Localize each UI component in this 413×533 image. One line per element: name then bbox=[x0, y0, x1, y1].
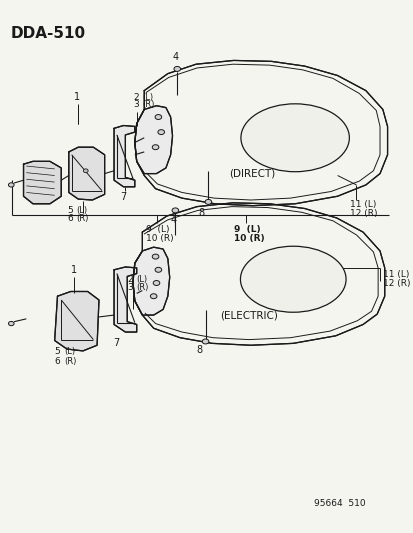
Text: 12 (R): 12 (R) bbox=[349, 209, 376, 219]
Ellipse shape bbox=[8, 183, 14, 187]
Text: 5: 5 bbox=[55, 347, 60, 356]
Ellipse shape bbox=[8, 321, 14, 326]
Text: 10 (R): 10 (R) bbox=[146, 234, 173, 243]
Polygon shape bbox=[24, 161, 61, 204]
Text: 95664  510: 95664 510 bbox=[313, 499, 365, 508]
Ellipse shape bbox=[155, 115, 161, 119]
Text: (R): (R) bbox=[142, 101, 154, 109]
Polygon shape bbox=[133, 247, 169, 315]
Ellipse shape bbox=[152, 254, 159, 259]
Polygon shape bbox=[69, 147, 104, 200]
Text: 8: 8 bbox=[198, 208, 204, 219]
Text: 4: 4 bbox=[172, 52, 178, 62]
Text: 11 (L): 11 (L) bbox=[382, 270, 408, 279]
Text: 2: 2 bbox=[127, 275, 133, 284]
Text: (R): (R) bbox=[136, 284, 149, 293]
Text: 7: 7 bbox=[113, 338, 119, 348]
Text: 1: 1 bbox=[74, 92, 79, 102]
Text: 6: 6 bbox=[67, 214, 73, 223]
Text: (R): (R) bbox=[64, 357, 76, 366]
Text: 12 (R): 12 (R) bbox=[382, 279, 409, 288]
Ellipse shape bbox=[157, 130, 164, 134]
Ellipse shape bbox=[150, 294, 157, 298]
Text: 9  (L): 9 (L) bbox=[233, 224, 260, 233]
Text: 9  (L): 9 (L) bbox=[146, 224, 169, 233]
Polygon shape bbox=[135, 60, 387, 206]
Text: 3: 3 bbox=[127, 284, 133, 293]
Ellipse shape bbox=[240, 246, 345, 312]
Text: 7: 7 bbox=[120, 192, 126, 203]
Text: (L): (L) bbox=[142, 93, 153, 102]
Text: 3: 3 bbox=[133, 101, 138, 109]
Ellipse shape bbox=[202, 339, 208, 344]
Polygon shape bbox=[55, 292, 99, 351]
Text: 10 (R): 10 (R) bbox=[233, 234, 264, 243]
Text: 11 (L): 11 (L) bbox=[349, 200, 375, 209]
Text: 5: 5 bbox=[67, 206, 73, 215]
Polygon shape bbox=[114, 267, 136, 332]
Polygon shape bbox=[135, 106, 172, 174]
Ellipse shape bbox=[152, 145, 159, 150]
Text: (L): (L) bbox=[64, 347, 75, 356]
Polygon shape bbox=[114, 125, 135, 187]
Text: DDA-510: DDA-510 bbox=[10, 27, 85, 42]
Ellipse shape bbox=[153, 280, 159, 286]
Ellipse shape bbox=[155, 268, 161, 272]
Text: 8: 8 bbox=[195, 345, 202, 356]
Text: (ELECTRIC): (ELECTRIC) bbox=[219, 310, 277, 320]
Polygon shape bbox=[133, 203, 384, 345]
Text: 1: 1 bbox=[71, 264, 77, 274]
Ellipse shape bbox=[172, 208, 178, 213]
Text: 6: 6 bbox=[55, 357, 60, 366]
Text: (L): (L) bbox=[136, 275, 147, 284]
Ellipse shape bbox=[240, 104, 349, 172]
Text: (R): (R) bbox=[76, 214, 88, 223]
Ellipse shape bbox=[83, 169, 88, 173]
Text: (L): (L) bbox=[76, 206, 87, 215]
Text: 4: 4 bbox=[170, 214, 176, 224]
Ellipse shape bbox=[204, 199, 211, 204]
Text: (DIRECT): (DIRECT) bbox=[228, 168, 275, 179]
Ellipse shape bbox=[173, 67, 180, 71]
Text: 2: 2 bbox=[133, 93, 138, 102]
